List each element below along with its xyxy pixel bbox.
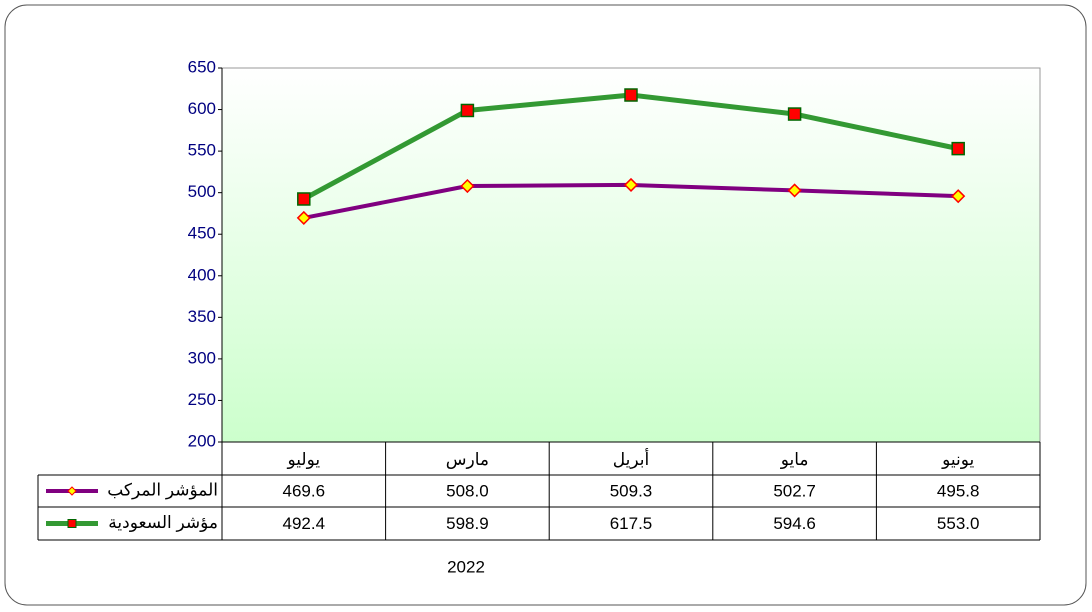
table-value: 594.6 <box>773 514 816 533</box>
point-marker <box>623 177 639 192</box>
legend-marker <box>67 519 77 528</box>
table-value: 509.3 <box>610 481 653 500</box>
point-marker <box>787 107 802 121</box>
point-marker <box>297 192 311 206</box>
y-tick-label: 500 <box>188 182 216 201</box>
point-marker <box>296 210 311 225</box>
y-tick-label: 350 <box>188 307 216 326</box>
plot-area <box>221 67 1041 443</box>
table-value: 502.7 <box>773 481 816 500</box>
y-tick-label: 200 <box>188 431 216 450</box>
y-tick-label: 600 <box>188 99 216 118</box>
point-marker <box>951 189 966 204</box>
x-tick-label: أبريل <box>613 448 649 469</box>
y-tick-label: 300 <box>188 348 216 367</box>
legend-marker <box>67 486 77 496</box>
y-tick-label: 450 <box>188 224 216 243</box>
point-marker <box>951 141 965 156</box>
point-marker <box>460 178 475 194</box>
table-value: 553.0 <box>937 514 980 533</box>
point-marker <box>460 103 475 118</box>
x-tick-label: يوليو <box>286 450 320 469</box>
legend-label: مؤشر السعودية <box>108 513 218 532</box>
table-value: 598.9 <box>446 514 489 533</box>
table-value: 469.6 <box>283 481 326 500</box>
y-tick-label: 400 <box>188 265 216 284</box>
table-value: 508.0 <box>446 481 489 500</box>
x-axis-label: 2022 <box>447 557 485 576</box>
y-tick-label: 250 <box>188 390 216 409</box>
table-value: 492.4 <box>283 514 326 533</box>
y-tick-label: 650 <box>188 57 216 76</box>
x-tick-label: مارس <box>446 450 489 469</box>
x-tick-label: مايو <box>780 450 809 469</box>
table-value: 617.5 <box>610 514 653 533</box>
point-marker <box>624 88 638 102</box>
legend-label: المؤشر المركب <box>107 480 218 499</box>
point-marker <box>787 183 802 198</box>
table-value: 495.8 <box>937 481 980 500</box>
y-tick-label: 550 <box>188 141 216 160</box>
x-tick-label: يونيو <box>941 450 974 469</box>
